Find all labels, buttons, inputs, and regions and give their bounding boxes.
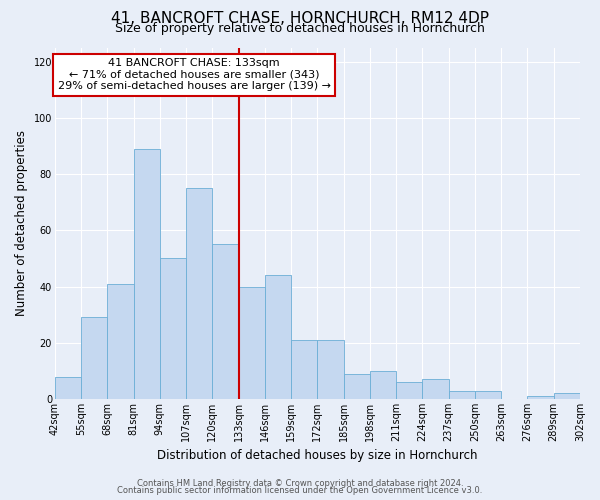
Y-axis label: Number of detached properties: Number of detached properties (15, 130, 28, 316)
Bar (317, 340, 344, 399)
Text: Contains HM Land Registry data © Crown copyright and database right 2024.: Contains HM Land Registry data © Crown c… (137, 478, 463, 488)
Bar (580, 394, 600, 399)
Bar (475, 390, 501, 399)
Text: 41, BANCROFT CHASE, HORNCHURCH, RM12 4DP: 41, BANCROFT CHASE, HORNCHURCH, RM12 4DP (111, 11, 489, 26)
Bar (212, 244, 239, 399)
X-axis label: Distribution of detached houses by size in Hornchurch: Distribution of detached houses by size … (157, 450, 478, 462)
Bar (134, 148, 160, 399)
Bar (370, 371, 396, 399)
Bar (265, 276, 291, 399)
Text: Contains public sector information licensed under the Open Government Licence v3: Contains public sector information licen… (118, 486, 482, 495)
Bar (239, 286, 265, 399)
Bar (160, 258, 186, 399)
Bar (55, 376, 81, 399)
Bar (396, 382, 422, 399)
Bar (107, 284, 134, 399)
Text: 41 BANCROFT CHASE: 133sqm
← 71% of detached houses are smaller (343)
29% of semi: 41 BANCROFT CHASE: 133sqm ← 71% of detac… (58, 58, 331, 91)
Bar (291, 340, 317, 399)
Bar (554, 394, 580, 399)
Bar (422, 380, 449, 399)
Bar (449, 390, 475, 399)
Bar (186, 188, 212, 399)
Bar (344, 374, 370, 399)
Bar (81, 318, 107, 399)
Bar (527, 396, 554, 399)
Text: Size of property relative to detached houses in Hornchurch: Size of property relative to detached ho… (115, 22, 485, 35)
